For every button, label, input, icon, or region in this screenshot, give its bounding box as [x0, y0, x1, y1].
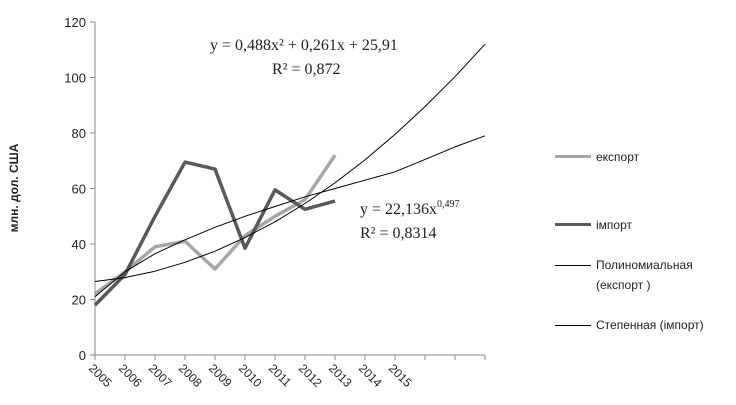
x-tick-label: 2012	[296, 361, 325, 390]
x-tick-label: 2011	[266, 361, 294, 389]
y-tick-label: 20	[72, 293, 86, 308]
legend-swatch	[555, 324, 591, 326]
annotation: R² = 0,8314	[360, 225, 437, 242]
x-tick-label: 2014	[356, 361, 385, 390]
legend-item: Полиномиальная (експорт )	[555, 255, 731, 295]
annotation: y = 0,488x² + 0,261x + 25,91	[210, 37, 398, 54]
legend-item: Степенная (імпорт)	[555, 315, 731, 335]
y-tick-label: 0	[79, 348, 86, 363]
legend-label: Степенная (імпорт)	[596, 318, 704, 332]
x-tick-label: 2013	[326, 361, 355, 390]
legend-swatch	[555, 155, 591, 159]
series-line	[94, 43, 486, 282]
annotation: R² = 0,872	[272, 61, 341, 78]
y-axis-label: млн. дол. США	[7, 143, 21, 232]
legend-swatch	[555, 264, 591, 266]
series-line	[93, 160, 336, 307]
y-tick-label: 40	[72, 237, 86, 252]
legend-swatch	[555, 223, 591, 227]
x-tick-label: 2009	[206, 361, 235, 390]
x-tick-label: 2006	[116, 361, 145, 390]
x-tick-label: 2005	[86, 361, 115, 390]
legend-item: експорт	[555, 147, 731, 167]
annotation: y = 22,136x0,497	[360, 199, 460, 218]
legend-label: імпорт	[596, 218, 632, 232]
series-line	[93, 154, 337, 296]
y-tick-label: 80	[72, 126, 86, 141]
legend-label: експорт	[596, 150, 640, 164]
annotation-sup: 0,497	[437, 199, 460, 210]
y-tick-label: 100	[64, 71, 86, 86]
series-line	[94, 135, 486, 298]
x-tick-label: 2015	[386, 361, 415, 390]
legend-label: Полиномиальная (експорт )	[596, 258, 693, 292]
y-tick-label: 60	[72, 182, 86, 197]
y-tick-label: 120	[64, 15, 86, 30]
legend-item: імпорт	[555, 215, 731, 235]
x-tick-label: 2010	[236, 361, 265, 390]
annotation-text: y = 22,136x	[360, 201, 437, 218]
x-tick-label: 2007	[146, 361, 175, 390]
x-tick-label: 2008	[176, 361, 205, 390]
